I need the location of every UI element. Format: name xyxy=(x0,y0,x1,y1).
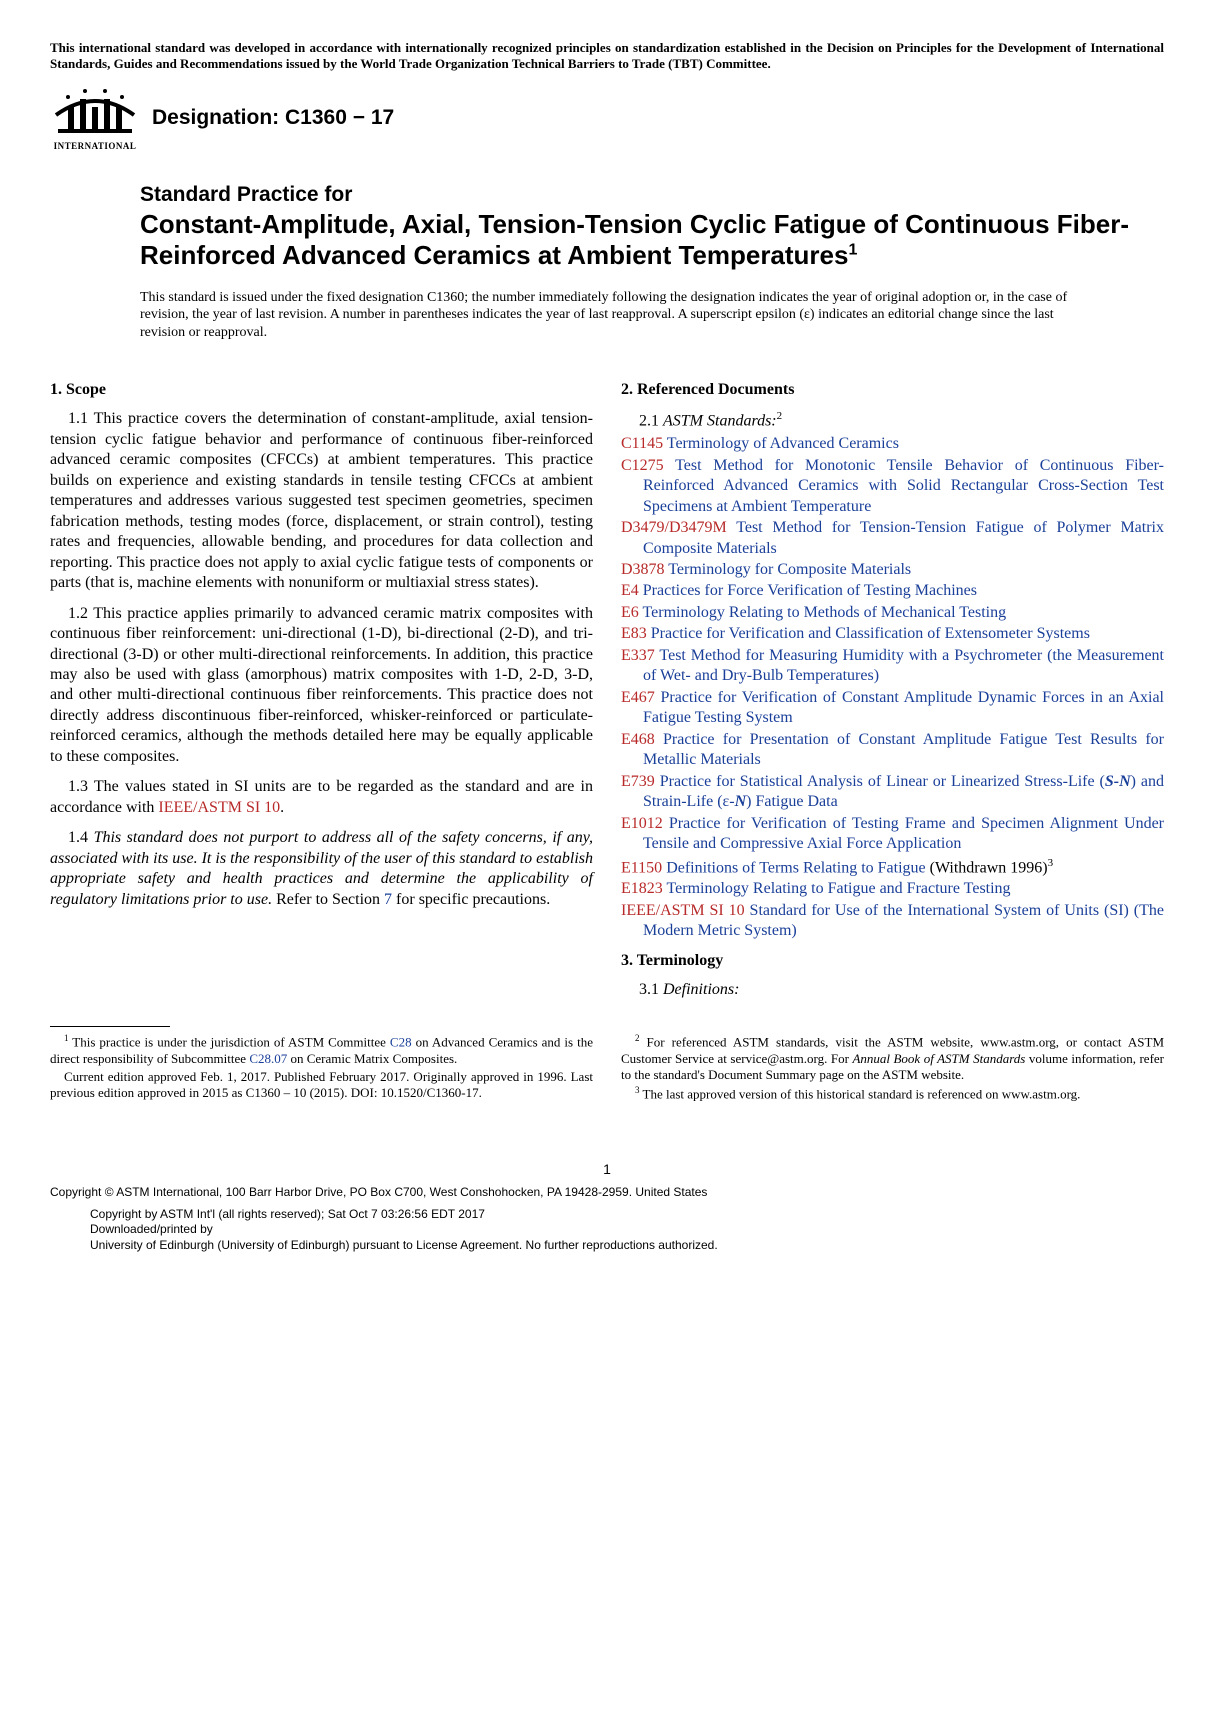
title-footnote-marker: 1 xyxy=(848,241,857,258)
reference-item: D3878 Terminology for Composite Material… xyxy=(621,560,1164,580)
designation: Designation: C1360 − 17 xyxy=(152,106,394,130)
reference-item: E1012 Practice for Verification of Testi… xyxy=(621,814,1164,855)
reference-item: E1823 Terminology Relating to Fatigue an… xyxy=(621,879,1164,899)
reference-title[interactable]: Test Method for Monotonic Tensile Behavi… xyxy=(643,457,1164,515)
reference-list: C1145 Terminology of Advanced CeramicsC1… xyxy=(621,434,1164,942)
footnote-col-right: 2 For referenced ASTM standards, visit t… xyxy=(621,1033,1164,1105)
footnote-1b: Current edition approved Feb. 1, 2017. P… xyxy=(50,1069,593,1102)
reference-code[interactable]: E6 xyxy=(621,604,639,621)
reference-title[interactable]: Terminology Relating to Fatigue and Frac… xyxy=(663,880,1011,897)
title-main-text: Constant-Amplitude, Axial, Tension-Tensi… xyxy=(140,209,1129,270)
title-prefix: Standard Practice for xyxy=(140,183,1164,207)
copyright-line-4: University of Edinburgh (University of E… xyxy=(90,1238,1164,1254)
reference-item: E468 Practice for Presentation of Consta… xyxy=(621,730,1164,771)
astm-logo: INTERNATIONAL xyxy=(50,85,140,151)
reference-item: C1145 Terminology of Advanced Ceramics xyxy=(621,434,1164,454)
reference-code[interactable]: C1275 xyxy=(621,457,664,474)
reference-code[interactable]: E4 xyxy=(621,582,639,599)
astm-logo-icon xyxy=(50,85,140,143)
reference-code[interactable]: E1012 xyxy=(621,815,663,832)
scope-para-2: 1.2 This practice applies primarily to a… xyxy=(50,604,593,768)
reference-item: C1275 Test Method for Monotonic Tensile … xyxy=(621,456,1164,517)
footnote-2: 2 For referenced ASTM standards, visit t… xyxy=(621,1033,1164,1083)
footnote-3: 3 The last approved version of this hist… xyxy=(621,1085,1164,1103)
reference-item: E337 Test Method for Measuring Humidity … xyxy=(621,646,1164,687)
reference-item: E467 Practice for Verification of Consta… xyxy=(621,688,1164,729)
logo-international-text: INTERNATIONAL xyxy=(50,141,140,151)
reference-item: E6 Terminology Relating to Methods of Me… xyxy=(621,603,1164,623)
si10-link[interactable]: IEEE/ASTM SI 10 xyxy=(158,799,280,816)
reference-code[interactable]: E739 xyxy=(621,773,655,790)
reference-code[interactable]: E468 xyxy=(621,731,655,748)
reference-title[interactable]: Practice for Verification of Testing Fra… xyxy=(643,815,1164,852)
refs-heading: 2. Referenced Documents xyxy=(621,381,1164,399)
reference-code[interactable]: E1823 xyxy=(621,880,663,897)
page-number: 1 xyxy=(50,1160,1164,1178)
reference-title[interactable]: Practice for Verification and Classifica… xyxy=(647,625,1090,642)
scope-para-4: 1.4 This standard does not purport to ad… xyxy=(50,828,593,910)
title-main: Constant-Amplitude, Axial, Tension-Tensi… xyxy=(140,209,1164,271)
committee-c28-link[interactable]: C28 xyxy=(390,1035,412,1050)
reference-title[interactable]: Test Method for Measuring Humidity with … xyxy=(643,647,1164,684)
footnote-col-left: 1 This practice is under the jurisdictio… xyxy=(50,1033,593,1105)
copyright-block: Copyright © ASTM International, 100 Barr… xyxy=(50,1185,1164,1254)
reference-item: D3479/D3479M Test Method for Tension-Ten… xyxy=(621,518,1164,559)
issuance-note: This standard is issued under the fixed … xyxy=(140,289,1090,342)
astm-standards-subhead: 2.1 ASTM Standards:2 xyxy=(621,409,1164,432)
scope-heading: 1. Scope xyxy=(50,381,593,399)
reference-code[interactable]: D3878 xyxy=(621,561,665,578)
right-column: 2. Referenced Documents 2.1 ASTM Standar… xyxy=(621,381,1164,1002)
reference-title[interactable]: Practice for Verification of Constant Am… xyxy=(643,689,1164,726)
scope-para-1: 1.1 This practice covers the determinati… xyxy=(50,409,593,593)
reference-code[interactable]: IEEE/ASTM SI 10 xyxy=(621,902,745,919)
footnote-1: 1 This practice is under the jurisdictio… xyxy=(50,1033,593,1067)
reference-code[interactable]: E83 xyxy=(621,625,647,642)
definitions-subhead: 3.1 Definitions: xyxy=(621,980,1164,1000)
reference-code[interactable]: E1150 xyxy=(621,859,662,876)
reference-title[interactable]: Terminology for Composite Materials xyxy=(665,561,912,578)
reference-code[interactable]: E337 xyxy=(621,647,655,664)
reference-item: E1150 Definitions of Terms Relating to F… xyxy=(621,856,1164,879)
top-notice: This international standard was develope… xyxy=(50,40,1164,73)
copyright-line-1: Copyright © ASTM International, 100 Barr… xyxy=(50,1185,1164,1201)
scope-para-3: 1.3 The values stated in SI units are to… xyxy=(50,777,593,818)
reference-title[interactable]: Terminology Relating to Methods of Mecha… xyxy=(639,604,1006,621)
reference-title[interactable]: Practice for Presentation of Constant Am… xyxy=(643,731,1164,768)
section-7-link[interactable]: 7 xyxy=(384,891,392,908)
reference-title[interactable]: Terminology of Advanced Ceramics xyxy=(663,435,899,452)
terminology-heading: 3. Terminology xyxy=(621,952,1164,970)
reference-item: E83 Practice for Verification and Classi… xyxy=(621,624,1164,644)
footnote-rule xyxy=(50,1026,170,1027)
footnote-2-marker: 2 xyxy=(777,410,783,422)
copyright-line-3: Downloaded/printed by xyxy=(90,1222,1164,1238)
reference-code[interactable]: D3479/D3479M xyxy=(621,519,727,536)
reference-code[interactable]: C1145 xyxy=(621,435,663,452)
reference-code[interactable]: E467 xyxy=(621,689,655,706)
reference-item: IEEE/ASTM SI 10 Standard for Use of the … xyxy=(621,901,1164,942)
copyright-line-2: Copyright by ASTM Int'l (all rights rese… xyxy=(90,1207,1164,1223)
two-column-body: 1. Scope 1.1 This practice covers the de… xyxy=(50,381,1164,1002)
reference-item: E739 Practice for Statistical Analysis o… xyxy=(621,772,1164,813)
footnotes: 1 This practice is under the jurisdictio… xyxy=(50,1033,1164,1105)
left-column: 1. Scope 1.1 This practice covers the de… xyxy=(50,381,593,1002)
title-block: Standard Practice for Constant-Amplitude… xyxy=(140,183,1164,271)
subcommittee-link[interactable]: C28.07 xyxy=(249,1051,287,1066)
header-row: INTERNATIONAL Designation: C1360 − 17 xyxy=(50,85,1164,151)
reference-title[interactable]: Practices for Force Verification of Test… xyxy=(639,582,977,599)
reference-title[interactable]: Definitions of Terms Relating to Fatigue xyxy=(662,859,925,876)
reference-item: E4 Practices for Force Verification of T… xyxy=(621,581,1164,601)
